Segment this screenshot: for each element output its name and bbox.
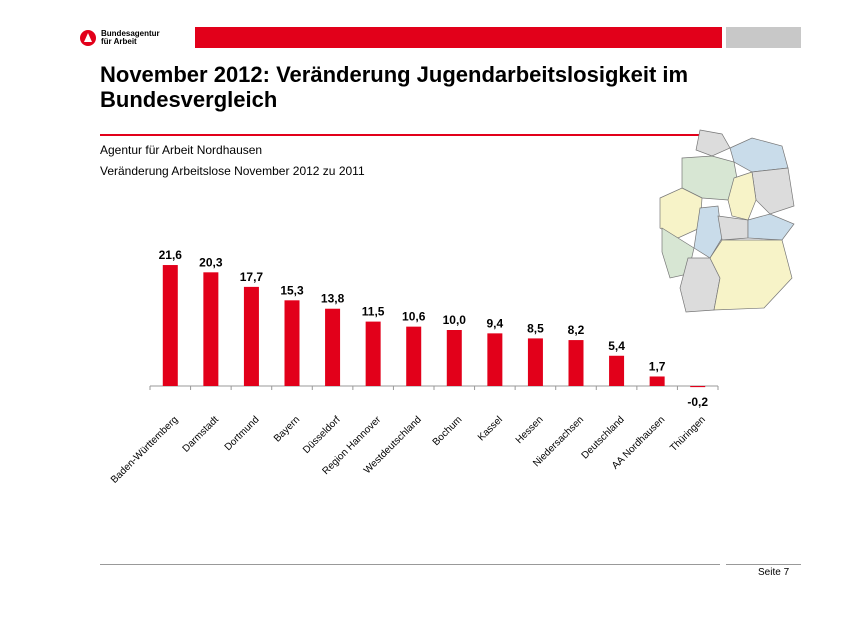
data-label: 5,4 <box>608 339 625 353</box>
bar <box>649 376 665 386</box>
page-title: November 2012: Veränderung Jugendarbeits… <box>100 62 689 112</box>
subtitle-chart: Veränderung Arbeitslose November 2012 zu… <box>100 164 365 178</box>
logo-text-1: Bundesagentur <box>101 29 160 38</box>
bar <box>446 330 462 386</box>
bar <box>365 321 381 386</box>
title-divider <box>100 134 700 136</box>
header-red-bar <box>195 27 722 48</box>
bar <box>406 326 422 386</box>
x-tick-label: Dortmund <box>223 414 262 453</box>
bar <box>243 286 259 386</box>
x-tick-label: Kassel <box>476 414 505 443</box>
bar <box>568 340 584 386</box>
bar <box>325 308 341 386</box>
data-label: 8,5 <box>527 321 544 335</box>
bar <box>162 265 178 386</box>
data-label: 20,3 <box>199 255 223 269</box>
bar <box>690 386 706 388</box>
x-tick-label: Thüringen <box>668 414 708 454</box>
data-label: 9,4 <box>487 316 504 330</box>
data-label: 11,5 <box>362 305 385 319</box>
data-label: 21,6 <box>159 248 183 262</box>
x-tick-label: Bochum <box>431 414 465 448</box>
data-label: 15,3 <box>280 283 304 297</box>
header-gray-bar <box>726 27 801 48</box>
x-tick-label: Baden-Württemberg <box>109 414 180 485</box>
germany-map <box>659 129 795 313</box>
bar <box>203 272 219 386</box>
page-number: Seite 7 <box>758 567 790 578</box>
bar <box>527 338 543 386</box>
footer-divider-right <box>726 564 801 565</box>
data-label: 8,2 <box>568 323 585 337</box>
bar-chart: 21,6 Baden-Württemberg 20,3 Darmstadt 17,7 Do… <box>109 248 719 486</box>
data-label: 17,7 <box>240 270 264 284</box>
data-label: 13,8 <box>321 292 345 306</box>
bar <box>487 333 503 386</box>
logo-icon <box>80 30 96 46</box>
data-label: 1,7 <box>649 359 666 373</box>
footer-divider <box>100 564 720 565</box>
data-label: 10,6 <box>402 310 426 324</box>
logo: Bundesagentur für Arbeit <box>80 30 160 46</box>
map-state-by <box>709 239 793 311</box>
x-tick-label: Darmstadt <box>181 414 222 455</box>
map-state-sn <box>747 213 795 241</box>
data-label: -0,2 <box>687 395 708 409</box>
x-tick-label: Düsseldorf <box>301 414 343 456</box>
logo-text-2: für Arbeit <box>101 37 137 46</box>
subtitle-agency: Agentur für Arbeit Nordhausen <box>100 143 263 157</box>
bar <box>609 355 625 386</box>
x-tick-label: Hessen <box>514 414 546 446</box>
map-state-sh <box>695 129 731 157</box>
map-state-he <box>693 205 723 259</box>
bar <box>284 300 300 386</box>
data-label: 10,0 <box>443 313 467 327</box>
x-tick-label: Bayern <box>272 414 302 444</box>
